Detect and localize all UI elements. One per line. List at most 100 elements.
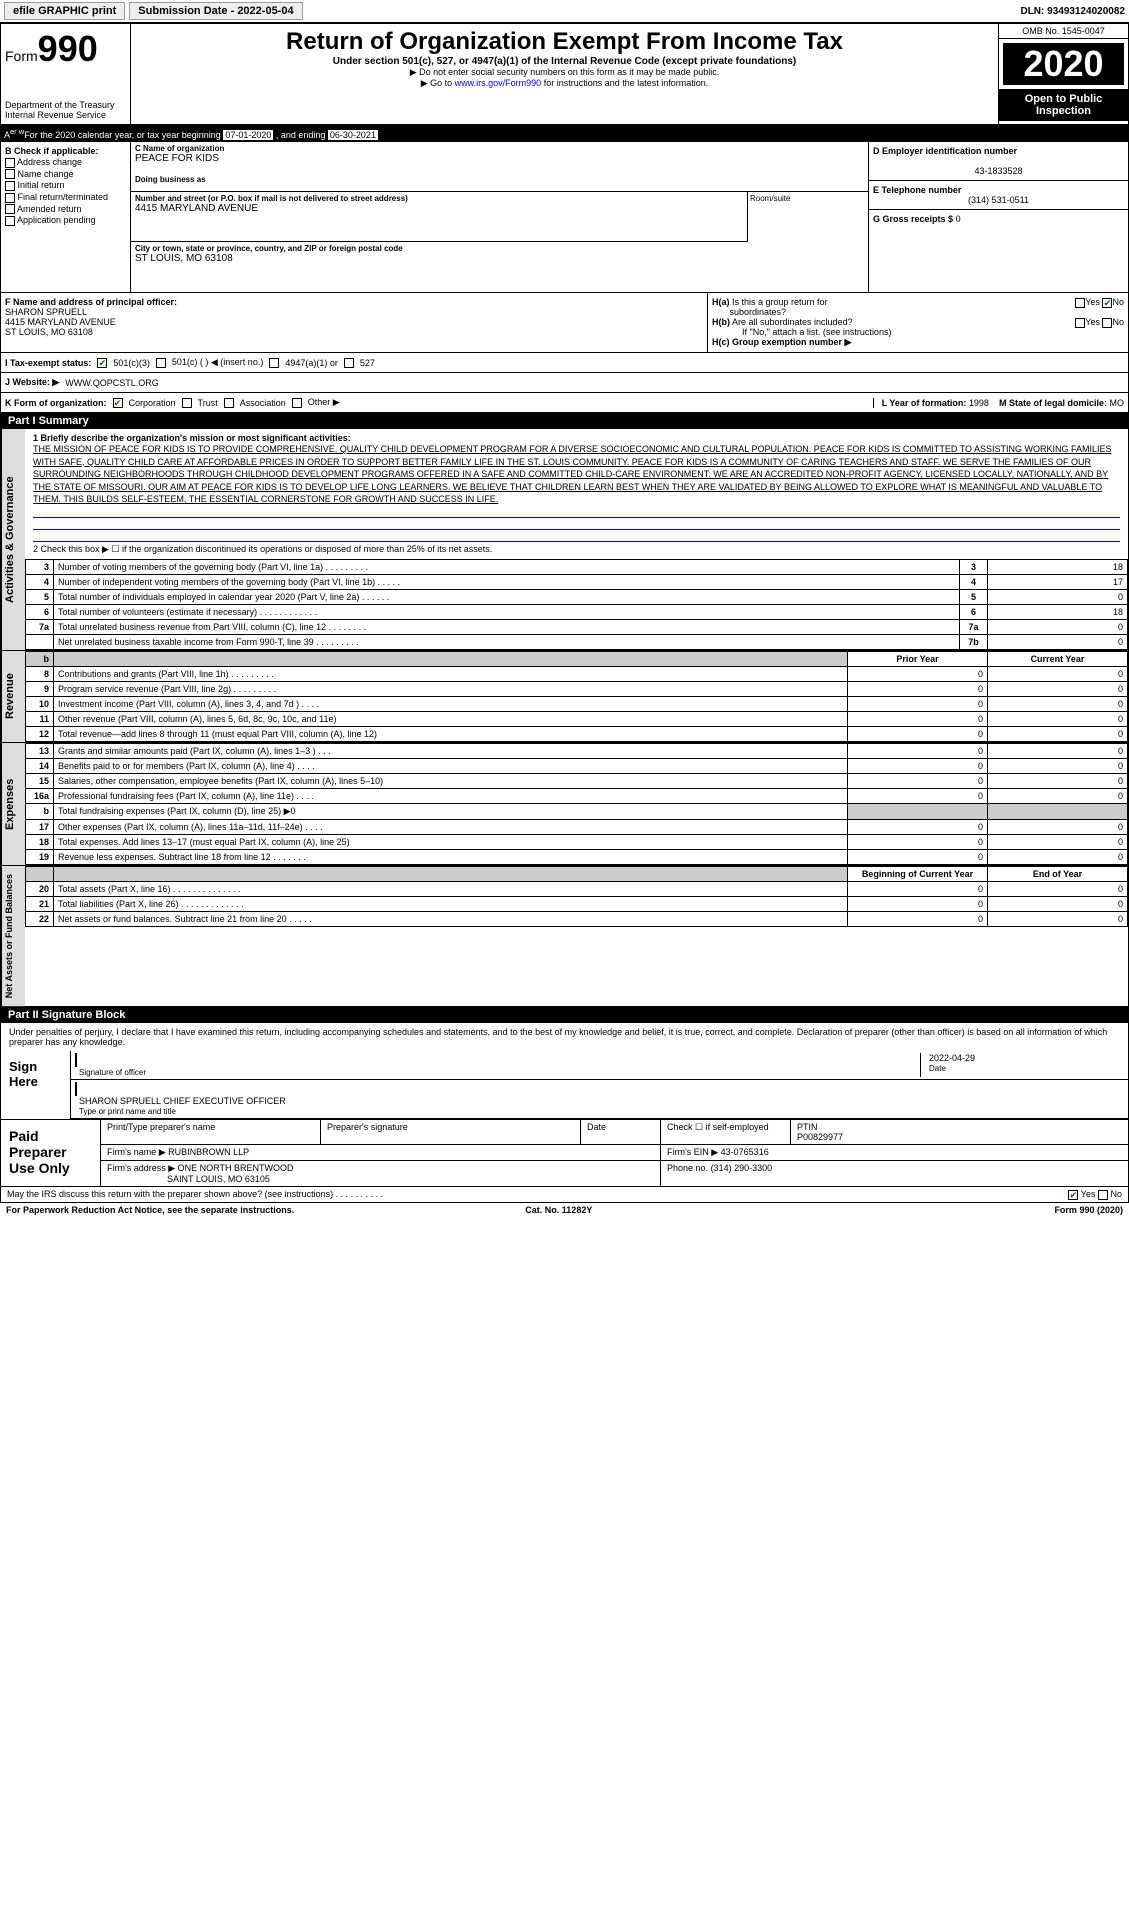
officer-name-title: SHARON SPRUELL CHIEF EXECUTIVE OFFICER bbox=[79, 1096, 286, 1106]
irs-link[interactable]: www.irs.gov/Form990 bbox=[455, 78, 542, 88]
sign-here-label: Sign Here bbox=[1, 1051, 71, 1119]
efile-print-button[interactable]: efile GRAPHIC print bbox=[4, 2, 125, 20]
tel-label: E Telephone number bbox=[873, 185, 1124, 195]
period-begin: 07-01-2020 bbox=[223, 130, 273, 140]
tax-exempt-row: I Tax-exempt status: 501(c)(3) 501(c) ( … bbox=[0, 353, 1129, 373]
net-assets-table: Beginning of Current YearEnd of Year20To… bbox=[25, 866, 1128, 927]
cat-number: Cat. No. 11282Y bbox=[525, 1205, 592, 1215]
cb-association[interactable] bbox=[224, 398, 234, 408]
form-prefix: Form bbox=[5, 48, 38, 64]
expenses-table: 13Grants and similar amounts paid (Part … bbox=[25, 743, 1128, 865]
l-label: L Year of formation: bbox=[882, 398, 967, 408]
vtab-net-assets: Net Assets or Fund Balances bbox=[1, 866, 25, 1006]
q2-label: 2 Check this box ▶ ☐ if the organization… bbox=[33, 544, 1120, 555]
col-b-label: B Check if applicable: bbox=[5, 146, 99, 156]
hc-label: H(c) Group exemption number ▶ bbox=[712, 337, 851, 347]
gross-value: 0 bbox=[956, 214, 961, 224]
cb-trust[interactable] bbox=[182, 398, 192, 408]
part2-header: Part II Signature Block bbox=[0, 1007, 1129, 1023]
cb-corporation[interactable] bbox=[113, 398, 123, 408]
ptin-value: P00829977 bbox=[797, 1132, 843, 1142]
preparer-name-label: Print/Type preparer's name bbox=[101, 1120, 321, 1144]
cb-amended[interactable]: Amended return bbox=[17, 204, 82, 214]
dln-label: DLN: 93493124020082 bbox=[1020, 6, 1125, 17]
cb-name-change[interactable]: Name change bbox=[18, 169, 74, 179]
revenue-table: bPrior YearCurrent Year8Contributions an… bbox=[25, 651, 1128, 742]
addr-label: Number and street (or P.O. box if mail i… bbox=[135, 194, 743, 203]
cb-address-change[interactable]: Address change bbox=[17, 157, 82, 167]
org-address: 4415 MARYLAND AVENUE bbox=[135, 203, 743, 214]
cb-4947[interactable] bbox=[269, 358, 279, 368]
org-name-label: C Name of organization bbox=[135, 144, 864, 153]
type-label: Type or print name and title bbox=[79, 1107, 176, 1116]
officer-name: SHARON SPRUELL bbox=[5, 307, 87, 317]
dba-label: Doing business as bbox=[135, 175, 864, 184]
firm-name: RUBINBROWN LLP bbox=[168, 1147, 249, 1157]
officer-label: F Name and address of principal officer: bbox=[5, 297, 177, 307]
cb-discuss-no[interactable] bbox=[1098, 1190, 1108, 1200]
firm-addr2: SAINT LOUIS, MO 63105 bbox=[167, 1174, 270, 1184]
firm-addr1: ONE NORTH BRENTWOOD bbox=[178, 1163, 294, 1173]
q1-label: 1 Briefly describe the organization's mi… bbox=[33, 433, 351, 443]
mission-text: THE MISSION OF PEACE FOR KIDS IS TO PROV… bbox=[33, 444, 1112, 504]
ein-label: D Employer identification number bbox=[873, 146, 1124, 156]
tel-value: (314) 531-0511 bbox=[873, 195, 1124, 205]
m-value: MO bbox=[1110, 398, 1125, 408]
cb-501c3[interactable] bbox=[97, 358, 107, 368]
discuss-label: May the IRS discuss this return with the… bbox=[7, 1189, 383, 1200]
website-label: J Website: ▶ bbox=[5, 377, 59, 388]
cb-501c[interactable] bbox=[156, 358, 166, 368]
phone-label: Phone no. bbox=[667, 1163, 708, 1173]
col-b-checkboxes: B Check if applicable: Address change Na… bbox=[1, 142, 131, 292]
vtab-expenses: Expenses bbox=[1, 743, 25, 865]
governance-table: 3Number of voting members of the governi… bbox=[25, 559, 1128, 650]
cb-other[interactable] bbox=[292, 398, 302, 408]
submission-date-button[interactable]: Submission Date - 2022-05-04 bbox=[129, 2, 302, 20]
tax-exempt-label: I Tax-exempt status: bbox=[5, 358, 91, 368]
omb-number: OMB No. 1545-0047 bbox=[999, 24, 1128, 39]
website-value: WWW.QOPCSTL.ORG bbox=[65, 378, 159, 388]
dept-label: Department of the Treasury Internal Reve… bbox=[5, 100, 126, 120]
firm-addr-label: Firm's address ▶ bbox=[107, 1163, 175, 1173]
form-number: 990 bbox=[38, 28, 98, 69]
pra-notice: For Paperwork Reduction Act Notice, see … bbox=[6, 1205, 294, 1215]
date-label: Date bbox=[929, 1064, 946, 1073]
sig-date: 2022-04-29 bbox=[929, 1053, 975, 1063]
paid-preparer-label: Paid Preparer Use Only bbox=[1, 1120, 101, 1186]
self-employed-label: Check ☐ if self-employed bbox=[661, 1120, 791, 1144]
ein-value: 43-1833528 bbox=[873, 166, 1124, 176]
firm-ein-label: Firm's EIN ▶ bbox=[667, 1147, 718, 1157]
tax-year: 2020 bbox=[999, 39, 1128, 89]
cb-discuss-yes[interactable] bbox=[1068, 1190, 1078, 1200]
period-end: 06-30-2021 bbox=[328, 130, 378, 140]
tax-period: Aer wFor the 2020 calendar year, or tax … bbox=[0, 125, 1129, 142]
officer-addr2: ST LOUIS, MO 63108 bbox=[5, 327, 93, 337]
public-inspection: Open to Public Inspection bbox=[999, 89, 1128, 121]
vtab-revenue: Revenue bbox=[1, 651, 25, 742]
l-value: 1998 bbox=[969, 398, 989, 408]
room-suite-label: Room/suite bbox=[748, 192, 868, 242]
form-footer: Form 990 (2020) bbox=[1054, 1205, 1123, 1215]
m-label: M State of legal domicile: bbox=[999, 398, 1107, 408]
city-label: City or town, state or province, country… bbox=[135, 244, 864, 253]
phone-value: (314) 290-3300 bbox=[711, 1163, 773, 1173]
preparer-sig-label: Preparer's signature bbox=[321, 1120, 581, 1144]
cb-final-return[interactable]: Final return/terminated bbox=[18, 192, 109, 202]
perjury-text: Under penalties of perjury, I declare th… bbox=[1, 1023, 1128, 1051]
gross-label: G Gross receipts $ bbox=[873, 214, 953, 224]
officer-addr1: 4415 MARYLAND AVENUE bbox=[5, 317, 116, 327]
part1-header: Part I Summary bbox=[0, 413, 1129, 429]
org-city: ST LOUIS, MO 63108 bbox=[135, 253, 864, 264]
k-label: K Form of organization: bbox=[5, 398, 107, 408]
form-header: Form990 Department of the Treasury Inter… bbox=[0, 23, 1129, 125]
sig-officer-label: Signature of officer bbox=[79, 1068, 146, 1077]
cb-application-pending[interactable]: Application pending bbox=[17, 215, 96, 225]
topbar: efile GRAPHIC print Submission Date - 20… bbox=[0, 0, 1129, 23]
form-subtitle: Under section 501(c), 527, or 4947(a)(1)… bbox=[139, 56, 990, 67]
h-attach-note: If "No," attach a list. (see instruction… bbox=[712, 327, 1124, 337]
form-title: Return of Organization Exempt From Incom… bbox=[139, 28, 990, 56]
cb-527[interactable] bbox=[344, 358, 354, 368]
ssn-note: ▶ Do not enter social security numbers o… bbox=[139, 67, 990, 78]
org-name: PEACE FOR KIDS bbox=[135, 153, 864, 164]
cb-initial-return[interactable]: Initial return bbox=[18, 180, 65, 190]
